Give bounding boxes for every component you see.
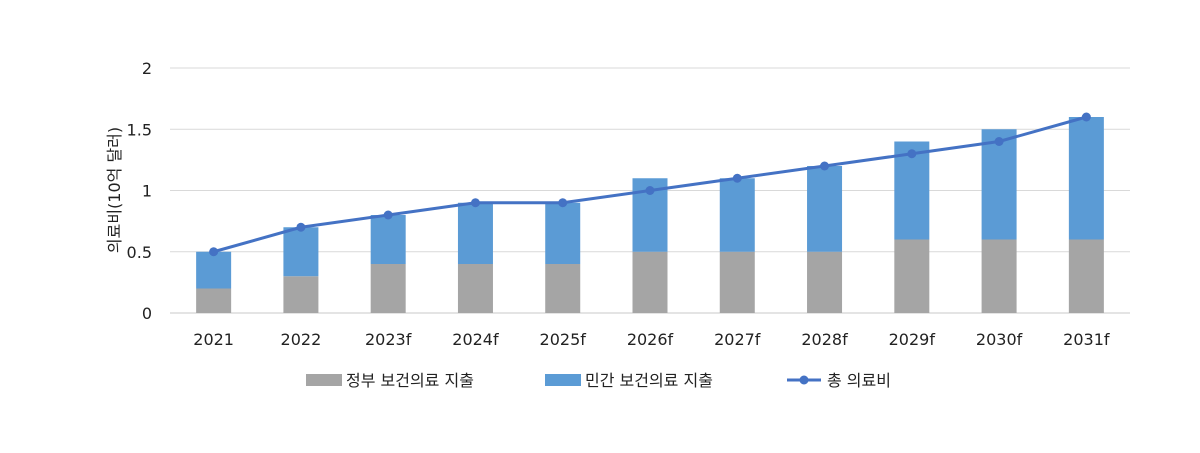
y-tick-label: 1 xyxy=(142,182,152,201)
x-tick-label: 2021 xyxy=(193,330,234,349)
x-tick-label: 2031f xyxy=(1063,330,1110,349)
bar-private xyxy=(196,251,232,289)
line-point xyxy=(558,198,568,208)
line-point xyxy=(296,222,306,232)
bar-private xyxy=(545,202,581,264)
y-axis-label: 의료비(10억 달러) xyxy=(105,127,124,253)
bar-government xyxy=(283,276,319,313)
x-tick-label: 2030f xyxy=(976,330,1023,349)
bar-government xyxy=(1068,239,1104,313)
line-point xyxy=(907,149,917,159)
x-axis-ticks: 2021 2022 2023f 2024f 2025f 2026f 2027f 2028f 20… xyxy=(193,330,1110,349)
bars xyxy=(196,117,1104,313)
line-point xyxy=(209,247,219,257)
y-tick-label: 1.5 xyxy=(127,120,152,139)
legend-swatch xyxy=(545,374,581,386)
legend-label: 총 의료비 xyxy=(827,371,891,390)
bar-government xyxy=(196,288,232,313)
line-point xyxy=(1081,112,1091,122)
total-line-series xyxy=(209,112,1091,257)
bar-government xyxy=(894,239,930,313)
line-point xyxy=(470,198,480,208)
bar-private xyxy=(457,202,493,264)
bar-government xyxy=(807,251,843,313)
bar-private xyxy=(807,166,843,252)
line-point xyxy=(994,137,1004,146)
bar-private xyxy=(283,227,319,277)
bar-government xyxy=(981,239,1017,313)
legend-swatch xyxy=(306,374,342,386)
x-tick-label: 2027f xyxy=(714,330,761,349)
y-tick-label: 2 xyxy=(142,59,152,78)
line-point xyxy=(732,173,742,183)
bar-government xyxy=(719,251,755,313)
line-point xyxy=(820,161,830,171)
y-tick-label: 0 xyxy=(142,304,152,323)
y-tick-label: 0.5 xyxy=(127,243,152,262)
bar-government xyxy=(457,264,493,313)
x-tick-label: 2026f xyxy=(627,330,674,349)
x-tick-label: 2023f xyxy=(365,330,412,349)
line-point xyxy=(645,186,655,195)
x-tick-label: 2028f xyxy=(801,330,848,349)
legend: 정부 보건의료 지출 민간 보건의료 지출 총 의료비 xyxy=(306,371,891,390)
bar-government xyxy=(370,264,406,313)
x-tick-label: 2024f xyxy=(452,330,499,349)
bar-private xyxy=(981,129,1017,240)
bar-private xyxy=(719,178,755,252)
bar-government xyxy=(632,251,668,313)
bar-private xyxy=(370,215,406,264)
x-tick-label: 2025f xyxy=(540,330,587,349)
x-tick-label: 2029f xyxy=(889,330,936,349)
bar-private xyxy=(1068,117,1104,240)
legend-marker xyxy=(799,375,809,385)
x-tick-label: 2022 xyxy=(281,330,322,349)
bar-government xyxy=(545,264,581,313)
y-axis-ticks: 0 0.5 1 1.5 2 xyxy=(127,59,152,323)
legend-label: 정부 보건의료 지출 xyxy=(346,371,474,390)
line-point xyxy=(383,210,393,220)
legend-label: 민간 보건의료 지출 xyxy=(585,371,713,390)
